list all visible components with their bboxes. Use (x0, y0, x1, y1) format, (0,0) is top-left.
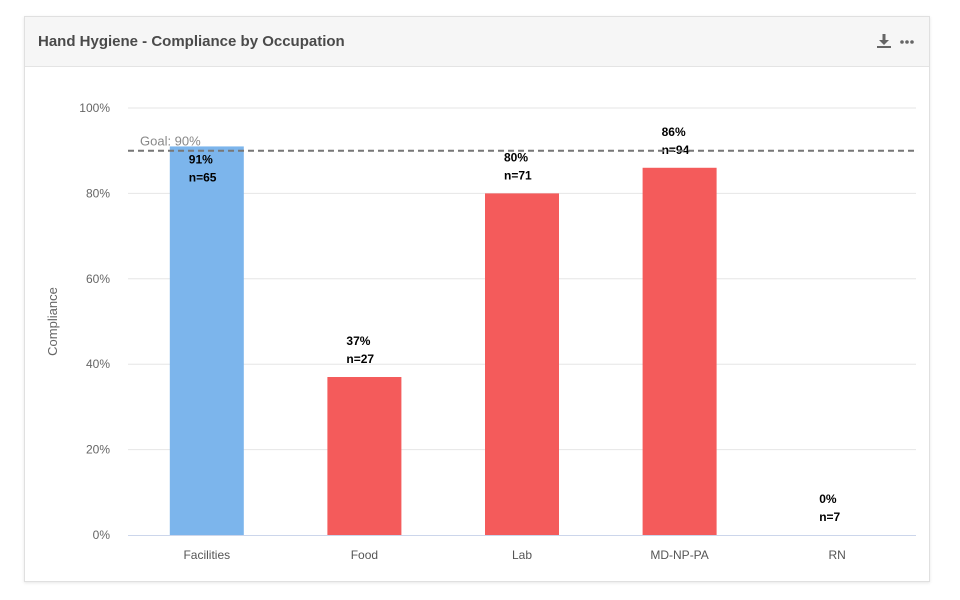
x-tick-label: Facilities (183, 548, 230, 562)
data-label-count: n=27 (346, 352, 374, 366)
bar-facilities (169, 146, 244, 535)
bar-food (327, 377, 402, 535)
bars-layer (169, 146, 717, 535)
goal-layer: Goal: 90% (128, 134, 916, 152)
data-label-value: 91% (189, 152, 213, 166)
data-label-value: 37% (346, 334, 370, 348)
y-tick-label: 20% (86, 443, 110, 457)
axis-layer: 0% 20% 40% 60% 80% 100% Compliance Facilities Fo… (45, 101, 916, 562)
x-tick-label: MD-NP-PA (650, 548, 708, 562)
y-tick-label: 80% (86, 186, 110, 200)
data-label-count: n=65 (189, 170, 217, 184)
x-tick-label: RN (829, 548, 846, 562)
x-tick-label: Lab (512, 548, 532, 562)
y-tick-label: 40% (86, 357, 110, 371)
goal-label: Goal: 90% (140, 134, 201, 149)
data-label-value: 86% (662, 125, 686, 139)
y-axis-title: Compliance (45, 287, 60, 356)
bar-md-np-pa (642, 167, 717, 535)
data-label-count: n=71 (504, 168, 532, 182)
header-actions (874, 31, 917, 51)
data-label-value: 0% (819, 492, 837, 506)
data-label-count: n=7 (819, 510, 840, 524)
y-tick-label: 60% (86, 272, 110, 286)
data-label-count: n=94 (662, 143, 690, 157)
y-tick-label: 0% (93, 528, 111, 542)
card-header: Hand Hygiene - Compliance by Occupation (25, 17, 929, 67)
x-tick-label: Food (351, 548, 378, 562)
data-label-value: 80% (504, 150, 528, 164)
more-dots-icon[interactable] (897, 31, 917, 51)
download-icon[interactable] (874, 31, 894, 51)
y-tick-label: 100% (79, 101, 110, 115)
card-title: Hand Hygiene - Compliance by Occupation (38, 33, 345, 50)
bar-lab (485, 193, 559, 535)
labels-layer: 91% n=65 37% n=27 80% n=71 86% n=94 0% n=7 (189, 125, 841, 524)
